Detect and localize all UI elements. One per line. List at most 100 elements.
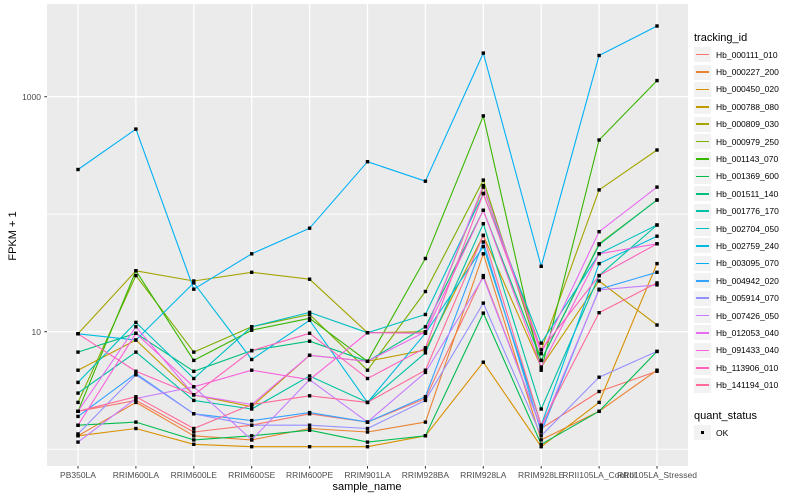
data-point xyxy=(423,325,428,329)
legend-key-line xyxy=(696,227,709,230)
legend-label: Hb_007426_050 xyxy=(716,310,779,321)
data-point xyxy=(250,405,254,409)
data-point xyxy=(76,368,80,372)
legend-item: Hb_000450_020 xyxy=(694,81,800,98)
data-point xyxy=(539,407,543,411)
data-point xyxy=(597,389,601,394)
data-point xyxy=(481,244,485,249)
data-point xyxy=(423,398,428,403)
y-tick-label: 10 xyxy=(31,326,41,337)
data-point xyxy=(250,445,254,449)
legend-label: Hb_000788_080 xyxy=(716,101,779,112)
data-point xyxy=(192,434,196,438)
data-point xyxy=(539,368,543,372)
data-point xyxy=(307,394,312,398)
data-point xyxy=(250,418,254,423)
data-point xyxy=(76,434,80,438)
legend-key-swatch xyxy=(694,238,711,254)
legend-label: Hb_000227_200 xyxy=(716,67,779,78)
data-point xyxy=(134,398,138,403)
legend-item: Hb_012053_040 xyxy=(694,324,800,341)
data-point xyxy=(539,264,543,268)
data-point xyxy=(192,393,196,397)
data-point xyxy=(365,426,370,431)
legend-key-line xyxy=(696,245,709,247)
data-point xyxy=(76,432,80,436)
data-point xyxy=(192,442,196,446)
legend-key-swatch xyxy=(694,255,711,271)
x-tick-label: RRIM600SE xyxy=(228,470,276,480)
data-point xyxy=(539,430,543,434)
data-point xyxy=(192,358,196,363)
legend-key-line xyxy=(696,279,709,282)
legend-label: Hb_003095_070 xyxy=(716,258,779,269)
data-point xyxy=(307,318,312,322)
legend-key-line xyxy=(696,297,709,299)
legend-key-line xyxy=(696,210,709,212)
data-point xyxy=(76,414,80,419)
data-point xyxy=(307,410,312,415)
data-point xyxy=(597,375,601,379)
data-point xyxy=(307,353,312,357)
data-point xyxy=(655,281,659,285)
data-point xyxy=(307,428,312,432)
legend-key-swatch xyxy=(694,81,711,97)
legend-label: Hb_091433_040 xyxy=(716,345,779,356)
legend-item: Hb_001776_170 xyxy=(694,203,800,220)
x-axis-title: sample_name xyxy=(332,481,402,493)
data-point xyxy=(423,331,428,335)
data-point xyxy=(134,273,138,278)
data-point xyxy=(134,420,138,424)
data-point xyxy=(76,400,80,405)
data-point xyxy=(539,365,543,369)
x-tick-label: RRII105LA_Control xyxy=(562,470,636,480)
legend-item: Hb_005914_070 xyxy=(694,289,800,306)
data-point xyxy=(307,378,312,382)
data-point xyxy=(365,331,370,335)
data-point xyxy=(481,114,485,118)
x-tick-label: RRII105LA_Stressed xyxy=(617,470,697,480)
y-tick-label: 1000 xyxy=(22,91,41,102)
data-point xyxy=(423,346,428,350)
data-point xyxy=(423,312,428,317)
data-point xyxy=(597,261,601,266)
data-point xyxy=(597,252,601,256)
legend-item-quant: OK xyxy=(694,424,800,441)
data-point xyxy=(597,311,601,315)
data-point xyxy=(655,270,659,274)
legend-label: OK xyxy=(716,427,729,438)
data-point xyxy=(481,178,485,182)
data-point xyxy=(134,396,138,401)
legend-key-swatch xyxy=(694,64,711,80)
legend-key-line xyxy=(696,193,709,195)
legend-label: Hb_000111_010 xyxy=(716,49,778,60)
legend-key-line xyxy=(696,366,709,369)
data-point xyxy=(307,226,312,230)
data-point xyxy=(307,277,312,281)
legend-key-swatch xyxy=(694,290,711,306)
data-point xyxy=(365,160,370,164)
legend-label: Hb_000450_020 xyxy=(716,84,779,95)
legend-item: Hb_000809_030 xyxy=(694,116,800,133)
legend-key-swatch xyxy=(694,203,711,219)
data-point xyxy=(423,420,428,424)
data-point xyxy=(192,376,196,381)
data-point xyxy=(423,179,428,183)
data-point xyxy=(307,423,312,427)
legend-key-swatch xyxy=(694,99,711,115)
legend-label: Hb_001511_140 xyxy=(716,188,779,199)
data-point xyxy=(423,289,428,294)
legend-key-swatch xyxy=(694,377,711,393)
x-tick-label: RRIM600LA xyxy=(112,470,160,480)
legend-key-line xyxy=(696,349,709,352)
legend-item: Hb_091433_040 xyxy=(694,342,800,359)
data-point xyxy=(250,328,254,332)
legend-label: Hb_004942_020 xyxy=(716,275,779,286)
data-point xyxy=(423,368,428,372)
data-point xyxy=(539,426,543,431)
data-point xyxy=(76,167,80,172)
data-point xyxy=(134,325,138,329)
legend-item: Hb_001143_070 xyxy=(694,150,800,167)
data-point xyxy=(423,434,428,438)
data-point xyxy=(655,368,659,372)
